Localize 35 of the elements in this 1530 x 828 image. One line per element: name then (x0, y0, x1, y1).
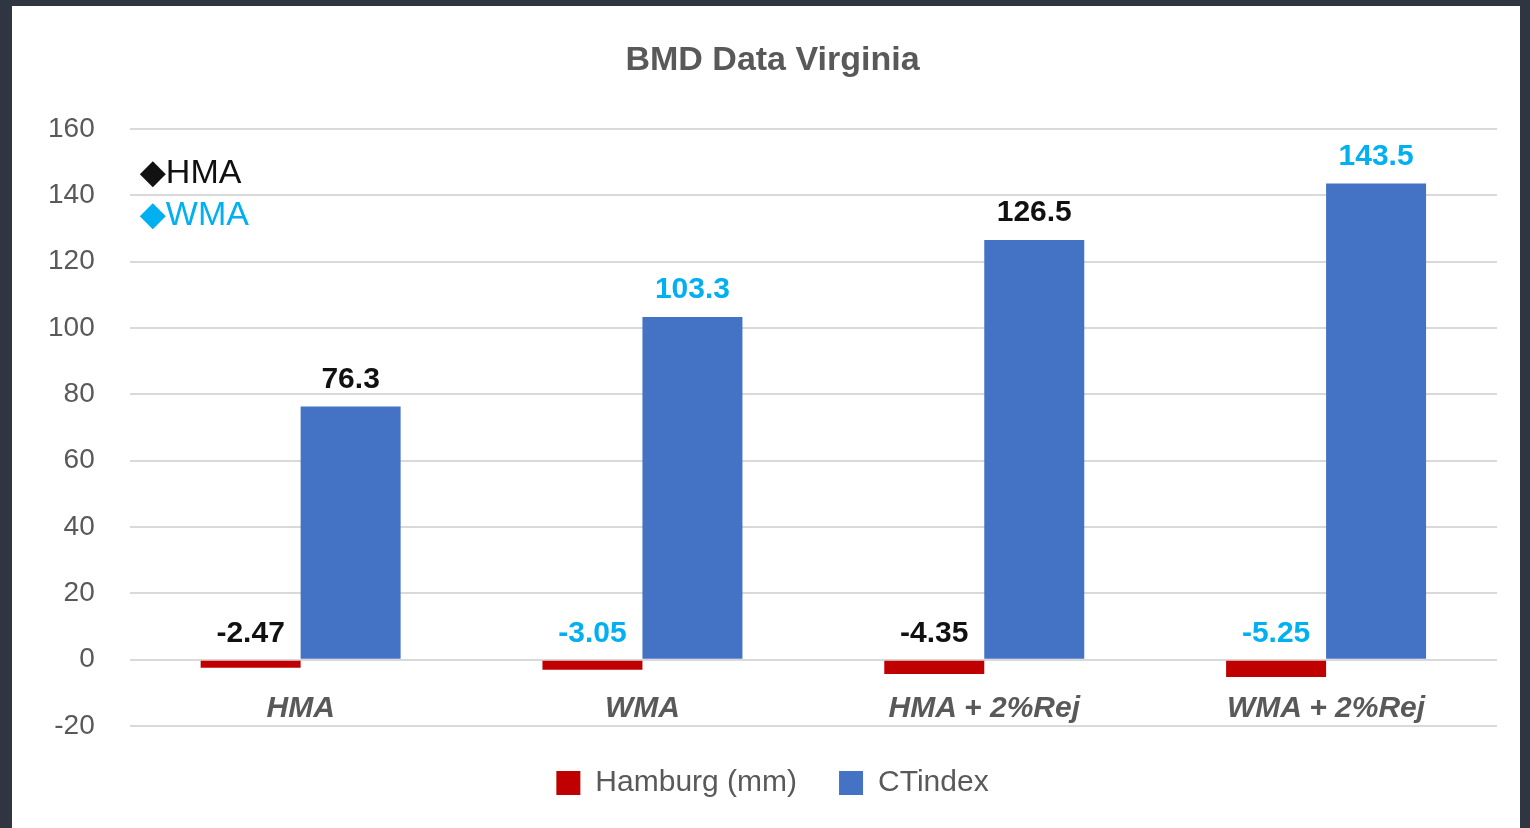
legend-label: CTindex (878, 764, 989, 798)
data-label: -5.25 (1241, 614, 1311, 648)
annotation: ◆WMA (139, 194, 250, 233)
y-tick-label: 40 (63, 509, 95, 541)
x-tick-label: HMA + 2%Rej (888, 689, 1081, 723)
annotation: ◆HMA (139, 152, 242, 191)
y-tick-label: 60 (63, 443, 95, 475)
data-label: -2.47 (216, 614, 285, 648)
bar (542, 660, 643, 670)
data-label: 126.5 (996, 194, 1072, 228)
y-tick-label: 120 (48, 244, 95, 276)
legend-label: Hamburg (mm) (595, 764, 798, 798)
data-label: -3.05 (558, 614, 627, 648)
y-tick-label: 20 (63, 576, 95, 608)
x-tick-label: WMA + 2%Rej (1227, 689, 1426, 723)
chart-title: BMD Data Virginia (625, 38, 921, 77)
data-label: 103.3 (654, 271, 730, 305)
y-tick-label: 0 (79, 642, 95, 674)
bar (642, 316, 743, 659)
y-tick-label: 100 (48, 310, 95, 342)
data-label: 76.3 (321, 360, 380, 394)
data-label: -4.35 (900, 614, 969, 648)
bar (300, 406, 401, 659)
bar (200, 660, 301, 668)
x-tick-label: HMA (266, 689, 335, 723)
y-tick-label: -20 (54, 708, 95, 740)
bar (1326, 183, 1427, 659)
y-tick-label: 140 (48, 177, 95, 209)
data-label: 143.5 (1338, 137, 1414, 171)
bar (984, 239, 1085, 659)
y-tick-label: 160 (48, 111, 95, 143)
x-tick-label: WMA (604, 689, 680, 723)
bar (1226, 660, 1327, 678)
y-tick-label: 80 (63, 376, 95, 408)
bar (884, 660, 985, 675)
